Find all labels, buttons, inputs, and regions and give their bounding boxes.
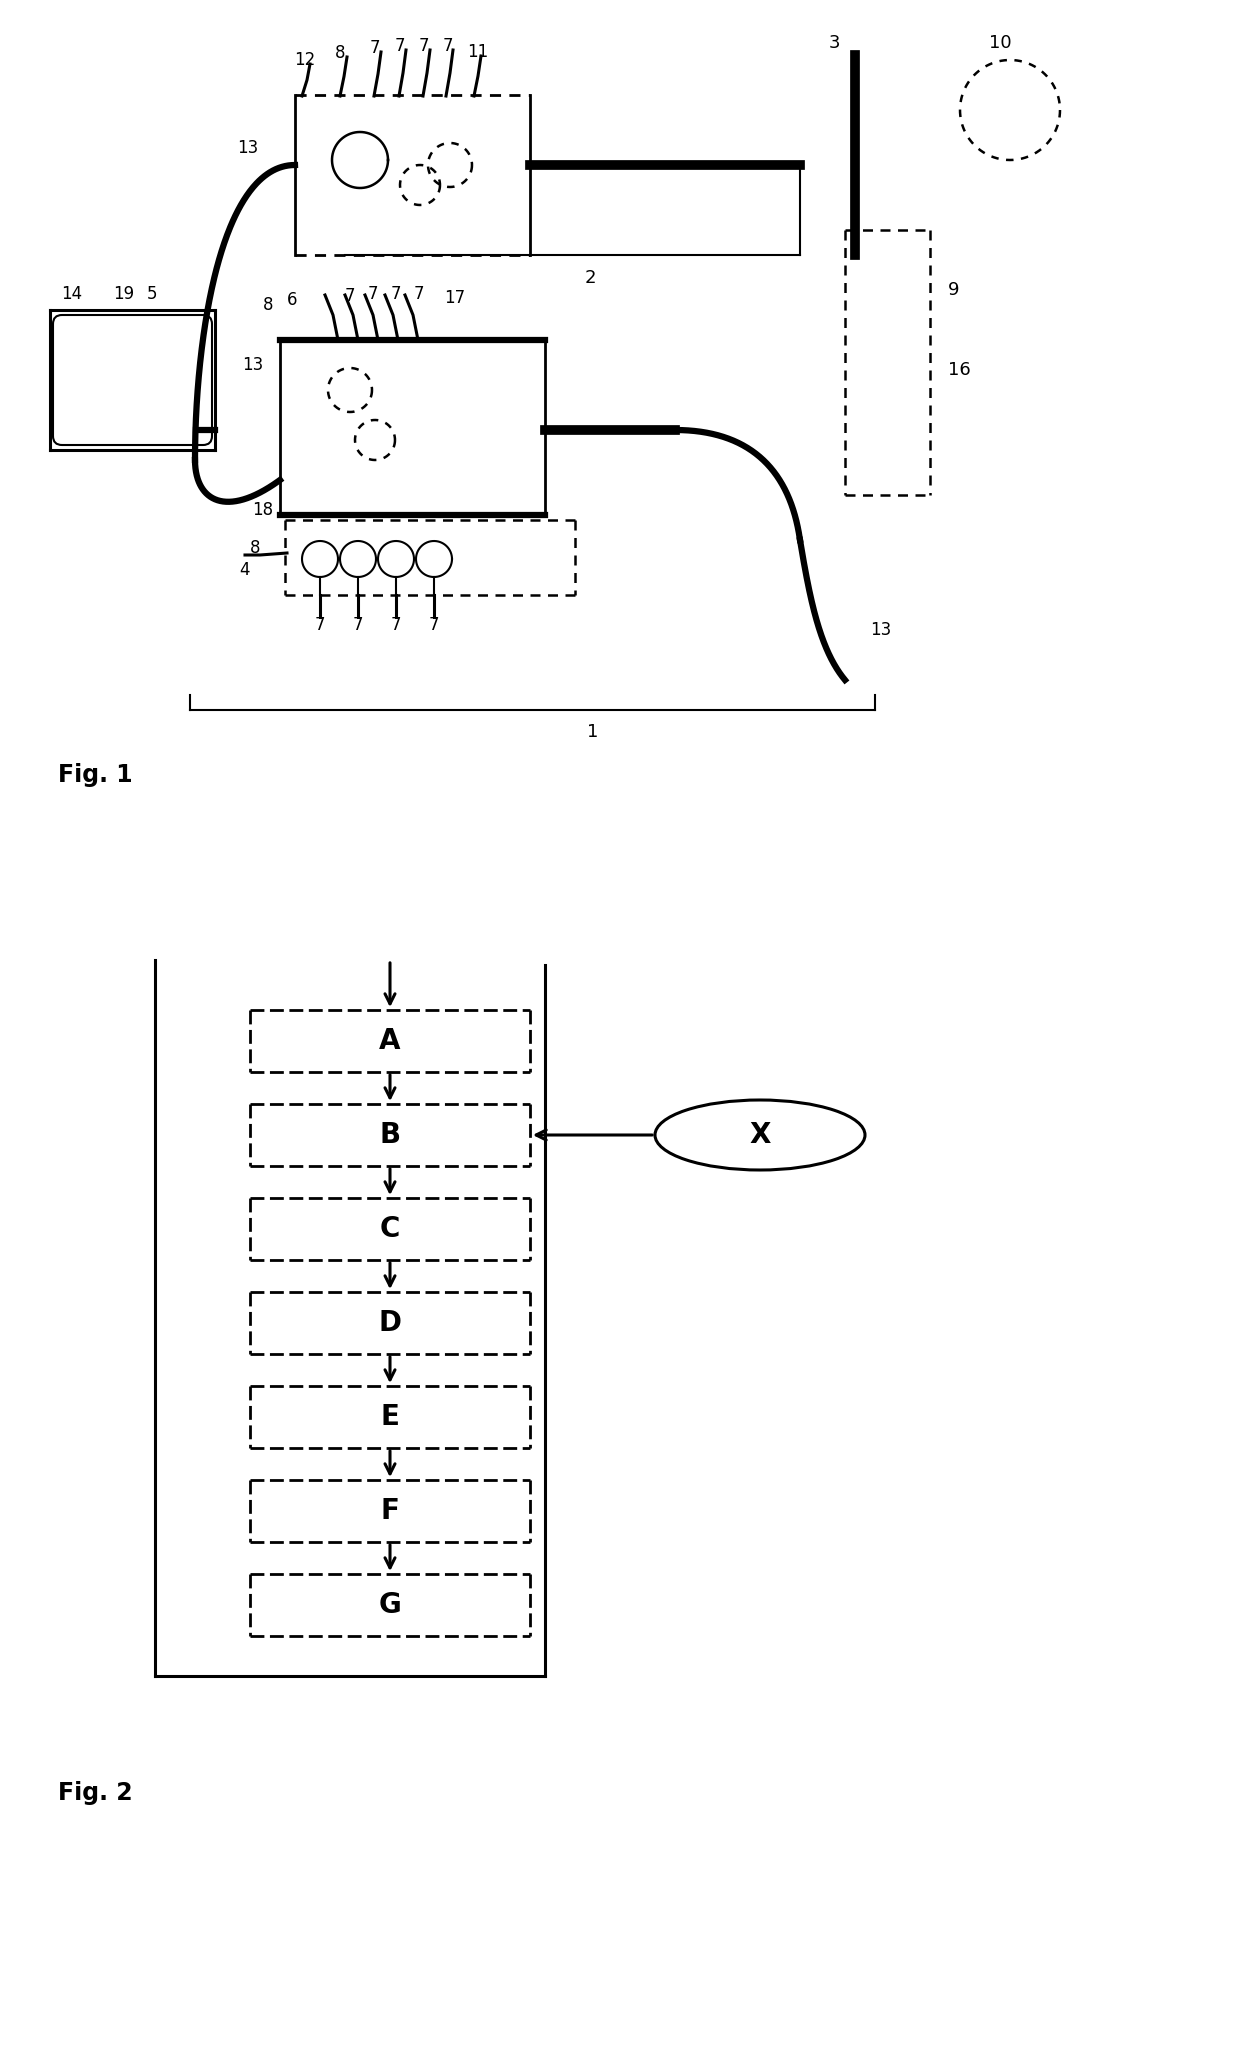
Text: 1: 1 bbox=[587, 722, 598, 741]
Text: 7: 7 bbox=[352, 617, 363, 633]
Text: 5: 5 bbox=[146, 285, 157, 303]
Text: 13: 13 bbox=[870, 621, 892, 640]
Text: C: C bbox=[379, 1215, 401, 1244]
Ellipse shape bbox=[655, 1100, 866, 1170]
Text: Fig. 2: Fig. 2 bbox=[58, 1780, 133, 1805]
Text: 14: 14 bbox=[62, 285, 83, 303]
Text: E: E bbox=[381, 1403, 399, 1432]
Text: 7: 7 bbox=[315, 617, 325, 633]
Text: 7: 7 bbox=[429, 617, 439, 633]
Text: 11: 11 bbox=[467, 43, 489, 62]
Text: 13: 13 bbox=[237, 138, 259, 157]
Text: 13: 13 bbox=[242, 357, 264, 373]
Text: 4: 4 bbox=[239, 561, 250, 580]
Text: 7: 7 bbox=[345, 287, 355, 305]
Text: 19: 19 bbox=[113, 285, 135, 303]
Text: 16: 16 bbox=[949, 361, 971, 380]
Text: 7: 7 bbox=[391, 285, 402, 303]
Text: 12: 12 bbox=[294, 52, 316, 68]
Text: D: D bbox=[378, 1310, 402, 1337]
Text: B: B bbox=[379, 1120, 401, 1149]
Text: 10: 10 bbox=[988, 33, 1012, 52]
Text: Fig. 1: Fig. 1 bbox=[58, 763, 133, 786]
Text: 8: 8 bbox=[335, 43, 345, 62]
Text: 17: 17 bbox=[444, 289, 465, 307]
Text: 7: 7 bbox=[394, 37, 405, 56]
Text: X: X bbox=[749, 1120, 771, 1149]
Text: 7: 7 bbox=[419, 37, 429, 56]
Text: 2: 2 bbox=[584, 268, 595, 287]
Text: 8: 8 bbox=[249, 538, 260, 557]
Text: A: A bbox=[379, 1027, 401, 1054]
Text: 7: 7 bbox=[391, 617, 402, 633]
Text: 9: 9 bbox=[949, 281, 960, 299]
Text: 6: 6 bbox=[286, 291, 298, 309]
Text: 7: 7 bbox=[443, 37, 454, 56]
Text: 18: 18 bbox=[253, 501, 274, 520]
Text: 7: 7 bbox=[414, 285, 424, 303]
Text: 7: 7 bbox=[370, 39, 381, 58]
Text: G: G bbox=[378, 1591, 402, 1619]
FancyBboxPatch shape bbox=[53, 316, 212, 446]
Text: F: F bbox=[381, 1498, 399, 1525]
Text: 8: 8 bbox=[263, 295, 273, 314]
Text: 7: 7 bbox=[368, 285, 378, 303]
Text: 3: 3 bbox=[828, 33, 839, 52]
